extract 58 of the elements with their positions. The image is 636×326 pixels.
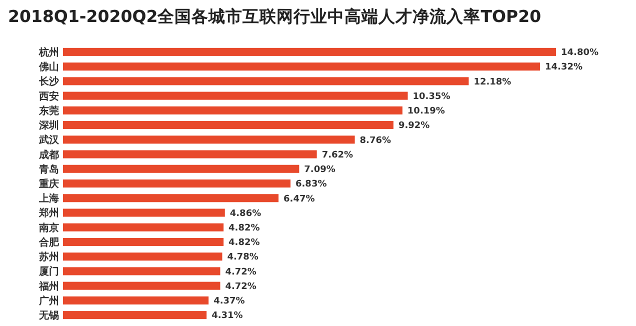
bar	[63, 179, 291, 188]
data-label: 4.72%	[225, 282, 256, 292]
y-tick-label: 广州	[38, 294, 59, 307]
data-label: 4.82%	[228, 238, 260, 248]
y-tick-label: 成都	[38, 148, 59, 161]
bar	[63, 106, 402, 114]
bar	[63, 121, 394, 130]
y-tick-label: 青岛	[38, 163, 59, 176]
y-tick-label: 武汉	[38, 134, 60, 146]
y-tick-label: 苏州	[38, 251, 59, 264]
y-tick-label: 无锡	[38, 310, 59, 322]
data-label: 9.92%	[398, 121, 430, 132]
data-label: 4.82%	[228, 224, 260, 234]
data-label: 6.47%	[284, 194, 315, 204]
data-label: 4.86%	[230, 208, 262, 219]
y-tick-label: 南京	[38, 222, 59, 234]
bar	[63, 194, 279, 202]
bar	[63, 164, 300, 173]
y-tick-label: 深圳	[38, 120, 59, 132]
y-tick-label: 长沙	[38, 76, 60, 88]
y-tick-label: 郑州	[38, 207, 59, 220]
y-tick-label: 厦门	[38, 266, 59, 278]
data-label: 10.19%	[407, 106, 445, 117]
data-label: 4.31%	[212, 311, 243, 322]
data-label: 4.78%	[227, 252, 258, 263]
y-tick-label: 重庆	[38, 178, 59, 190]
data-label: 4.37%	[214, 296, 245, 307]
data-label: 7.09%	[304, 165, 336, 176]
data-label: 6.83%	[296, 180, 327, 190]
y-tick-label: 杭州	[38, 46, 59, 58]
bar	[63, 267, 220, 276]
bar	[63, 48, 556, 56]
chart-title: 2018Q1-2020Q2全国各城市互联网行业中高端人才净流入率TOP20	[8, 7, 542, 26]
bar	[63, 282, 220, 290]
data-label: 12.18%	[474, 77, 512, 88]
bar	[63, 252, 222, 261]
data-label: 7.62%	[322, 150, 354, 160]
y-tick-label: 佛山	[38, 61, 59, 74]
data-label: 14.80%	[561, 48, 598, 58]
bar	[63, 238, 224, 246]
bar	[63, 223, 224, 232]
y-tick-label: 福州	[38, 280, 59, 292]
y-tick-label: 上海	[38, 192, 59, 205]
y-tick-label: 合肥	[38, 236, 60, 248]
y-tick-label: 西安	[38, 90, 59, 102]
bar	[63, 62, 540, 71]
y-tick-label: 东莞	[38, 104, 59, 117]
bar	[63, 311, 207, 320]
bar	[63, 136, 355, 144]
data-label: 4.72%	[225, 267, 256, 278]
data-label: 10.35%	[412, 92, 450, 102]
bar	[63, 150, 317, 158]
bar	[63, 77, 469, 86]
data-label: 14.32%	[545, 62, 583, 73]
data-label: 8.76%	[360, 136, 392, 146]
bar	[63, 92, 408, 100]
bar	[63, 296, 209, 304]
bar	[63, 208, 225, 217]
